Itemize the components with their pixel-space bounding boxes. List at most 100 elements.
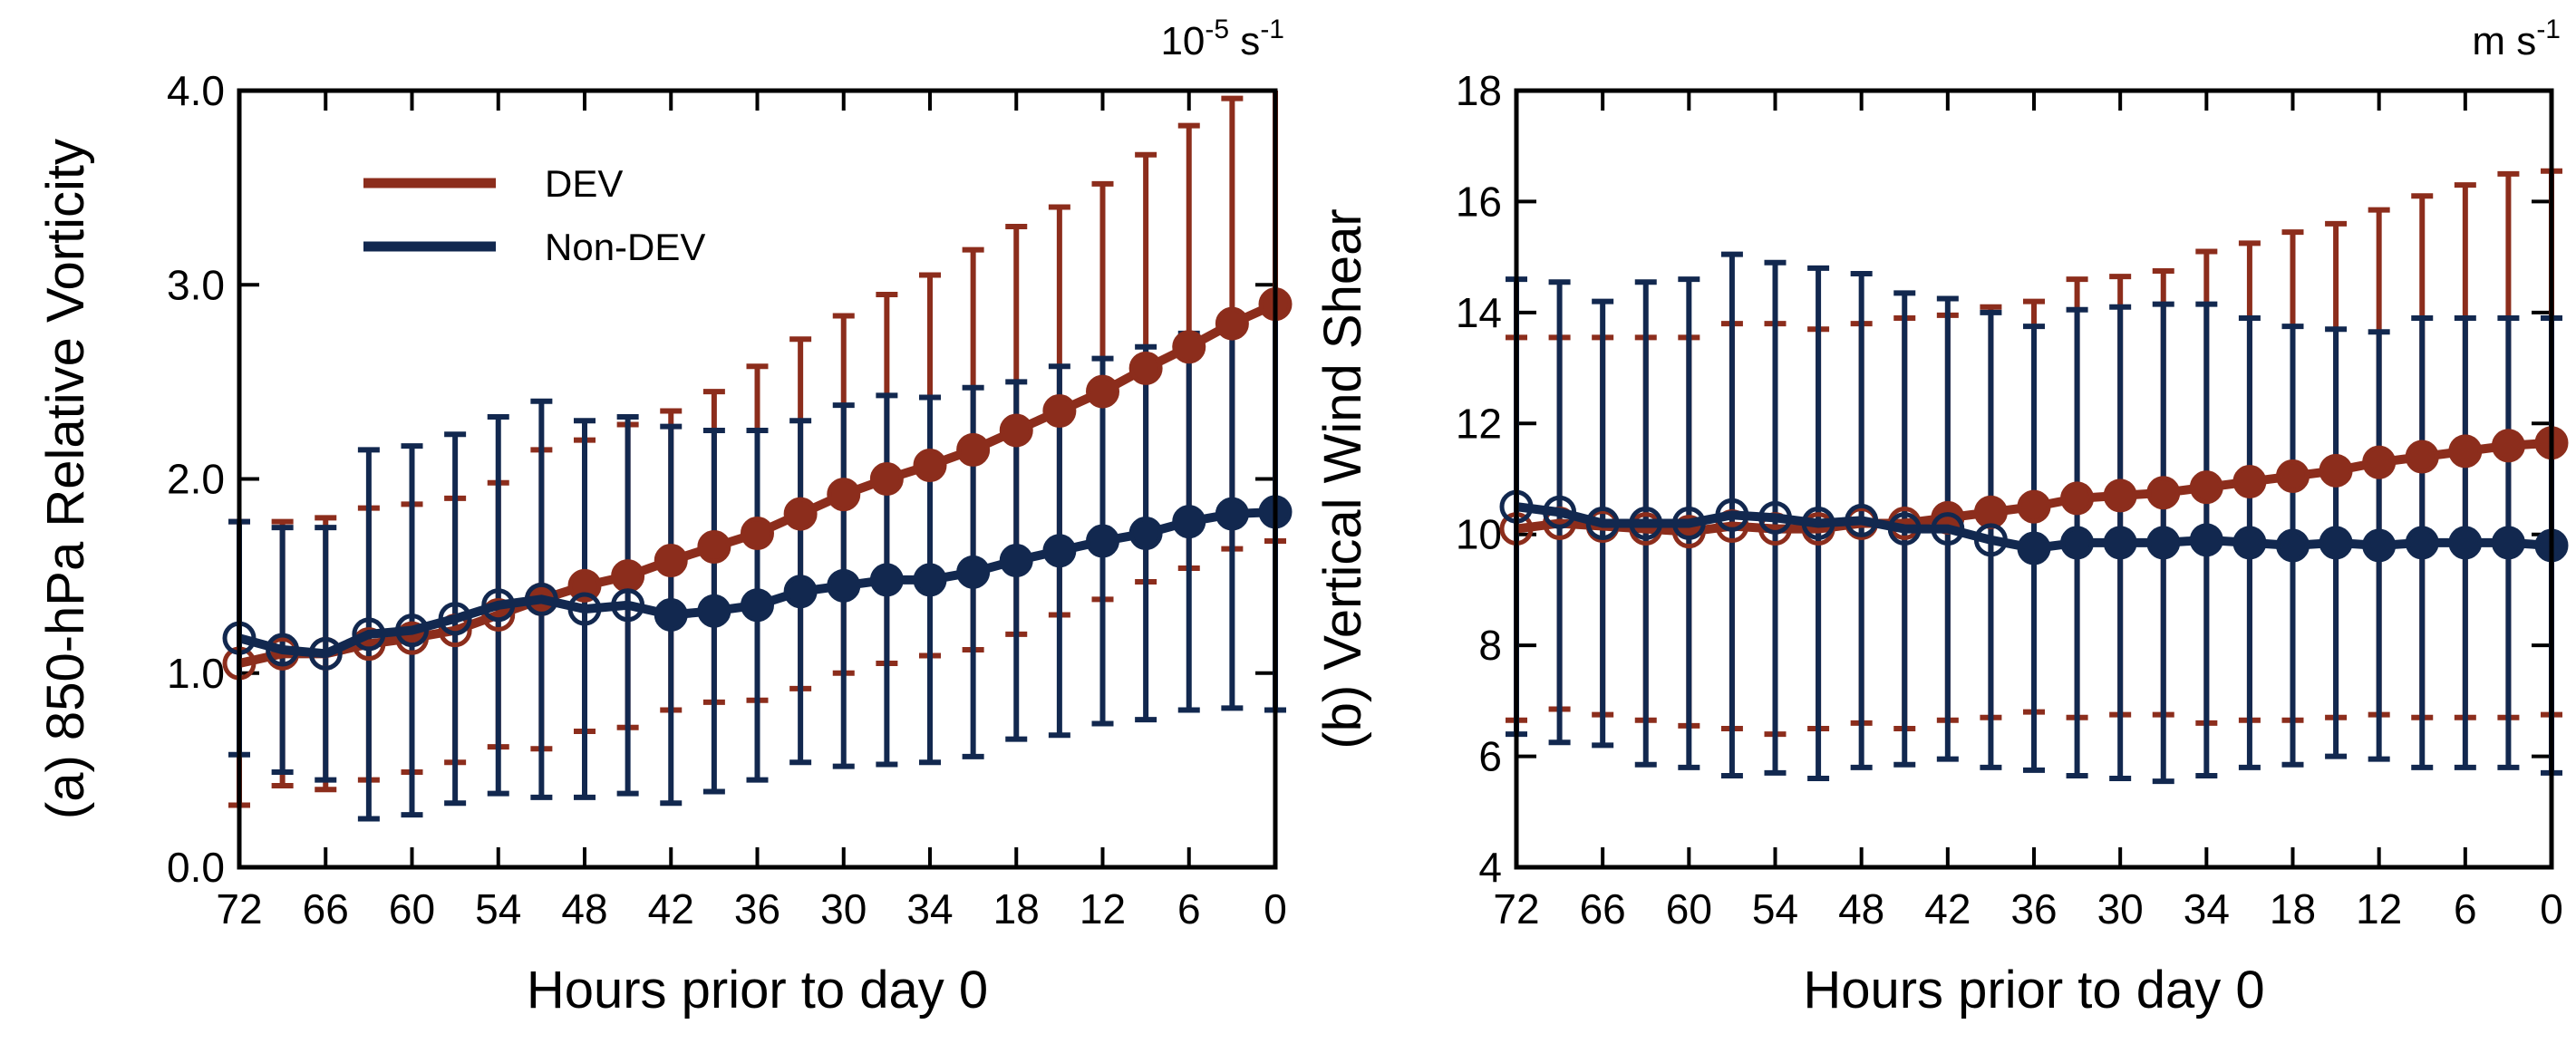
marker	[1086, 374, 1119, 409]
x-tick-label: 34	[2184, 885, 2230, 933]
marker	[783, 497, 818, 531]
marker	[1086, 524, 1119, 558]
y-tick-label: 10	[1456, 511, 1502, 558]
y-tick-label: 1.0	[167, 650, 225, 697]
marker	[1801, 506, 1835, 540]
x-tick-label: 30	[820, 885, 867, 933]
units: 10-5 s-1	[1160, 14, 1284, 63]
marker	[524, 582, 558, 616]
marker	[1585, 506, 1620, 540]
marker	[567, 568, 602, 603]
x-tick-label: 54	[475, 885, 521, 933]
marker	[1931, 512, 1965, 546]
marker	[2319, 453, 2353, 488]
y-tick-label: 4	[1478, 844, 1502, 891]
marker	[1973, 495, 2008, 529]
marker	[827, 568, 861, 603]
marker	[2017, 531, 2051, 565]
x-tick-label: 36	[734, 885, 780, 933]
y-axis-label: (b) Vertical Wind Shear	[1313, 208, 1372, 749]
marker	[567, 592, 602, 626]
x-tick-label: 60	[1666, 885, 1712, 933]
marker	[2491, 526, 2525, 560]
marker	[999, 543, 1033, 577]
marker	[395, 614, 429, 648]
marker	[308, 636, 343, 671]
marker	[2232, 526, 2267, 560]
marker	[654, 597, 688, 632]
y-tick-label: 16	[1456, 178, 1502, 225]
y-tick-label: 18	[1456, 67, 1502, 114]
marker	[352, 617, 386, 652]
marker	[1715, 498, 1749, 532]
x-tick-label: 30	[2097, 885, 2144, 933]
marker	[2276, 528, 2310, 563]
plot-area	[1499, 168, 2569, 785]
legend-label: Non-DEV	[545, 226, 705, 268]
marker	[2189, 523, 2223, 557]
marker	[2362, 445, 2397, 479]
marker	[697, 529, 731, 564]
legend-label: DEV	[545, 162, 623, 205]
x-tick-label: 0	[2540, 885, 2563, 933]
x-tick-label: 18	[2270, 885, 2316, 933]
marker	[1973, 523, 2008, 557]
y-tick-label: 2.0	[167, 456, 225, 503]
x-tick-label: 6	[1177, 885, 1201, 933]
marker	[913, 449, 947, 483]
x-tick-label: 18	[993, 885, 1040, 933]
marker	[2448, 526, 2483, 560]
plot-frame	[237, 88, 1278, 870]
units-part: s	[1229, 19, 1260, 63]
marker	[1671, 506, 1706, 540]
marker	[481, 597, 516, 632]
marker	[2448, 434, 2483, 469]
marker	[913, 563, 947, 597]
marker	[2146, 476, 2181, 510]
marker	[2319, 526, 2353, 560]
marker	[1128, 351, 1163, 385]
x-tick-label: 42	[1924, 885, 1971, 933]
marker	[654, 543, 688, 577]
y-tick-label: 0.0	[167, 844, 225, 891]
marker	[2017, 489, 2051, 524]
marker	[2189, 470, 2223, 505]
marker	[2146, 526, 2181, 560]
marker	[2405, 440, 2439, 474]
units-part: -1	[1260, 14, 1284, 44]
marker	[2060, 526, 2095, 560]
y-tick-label: 4.0	[167, 67, 225, 114]
x-tick-label: 12	[1080, 885, 1126, 933]
marker	[2232, 465, 2267, 499]
x-tick-label: 34	[906, 885, 953, 933]
marker	[1215, 306, 1249, 341]
plot-area	[222, 91, 1293, 822]
units: m s-1	[2472, 14, 2561, 63]
marker	[741, 588, 774, 623]
marker	[1543, 495, 1577, 529]
marker	[783, 575, 818, 609]
x-tick-label: 42	[648, 885, 694, 933]
marker	[956, 555, 991, 589]
units-part: -5	[1205, 14, 1229, 44]
x-tick-label: 12	[2356, 885, 2402, 933]
marker	[611, 559, 645, 594]
marker	[1845, 503, 1879, 537]
marker	[438, 602, 472, 636]
x-tick-label: 60	[389, 885, 435, 933]
marker	[266, 633, 300, 667]
marker	[2362, 528, 2397, 563]
marker	[1128, 516, 1163, 550]
x-tick-label: 36	[2010, 885, 2057, 933]
x-tick-label: 0	[1264, 885, 1287, 933]
marker	[956, 432, 991, 467]
units-part: 10	[1160, 19, 1205, 63]
x-tick-label: 72	[216, 885, 262, 933]
y-tick-label: 14	[1456, 289, 1502, 336]
y-tick-label: 3.0	[167, 261, 225, 308]
x-tick-label: 48	[561, 885, 607, 933]
marker	[2276, 459, 2310, 493]
marker	[2491, 429, 2525, 463]
